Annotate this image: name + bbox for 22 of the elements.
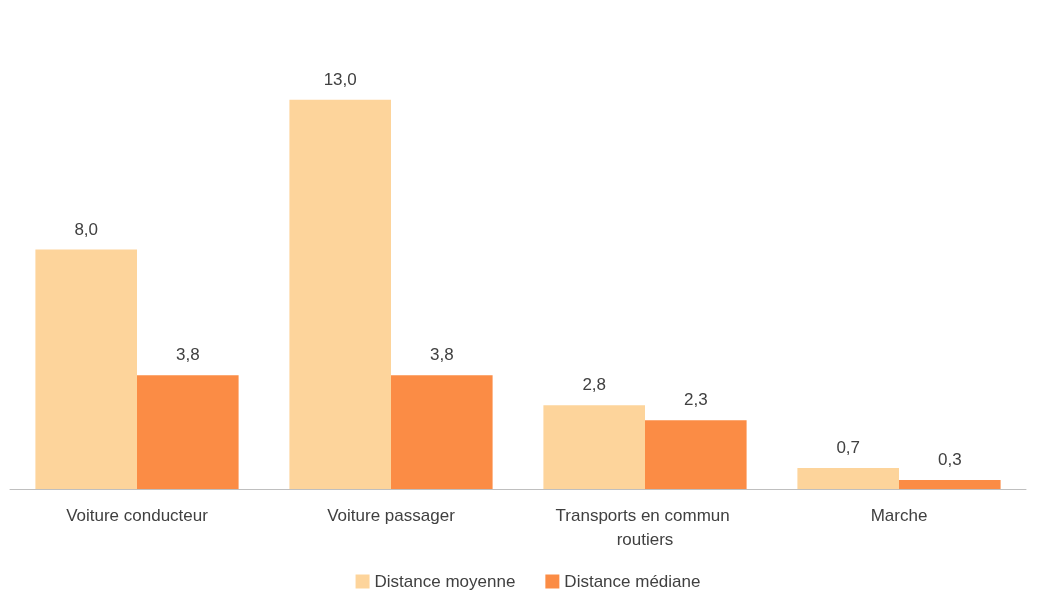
legend-label: Distance médiane [564,572,701,591]
data-label: 0,3 [937,450,962,470]
data-label: 3,8 [175,345,200,365]
bar [543,405,645,489]
bar [137,375,239,489]
data-label: 3,8 [429,345,454,365]
data-label: 2,3 [683,390,708,410]
legend-label: Distance moyenne [374,572,516,591]
x-tick-label: Marche [870,505,928,525]
data-label: 0,7 [836,438,861,458]
data-label: 8,0 [74,219,99,239]
bar [645,420,747,489]
bar [899,480,1001,489]
bar [797,468,899,489]
x-tick-label: Voiture passager [327,505,456,525]
bar [35,249,137,489]
data-label: 13,0 [323,69,357,89]
bar [289,99,391,489]
bar [391,375,493,489]
data-label: 2,8 [582,375,607,395]
x-tick-label: Transports en commun routiers [555,505,735,549]
x-tick-label: Voiture conducteur [66,505,209,525]
